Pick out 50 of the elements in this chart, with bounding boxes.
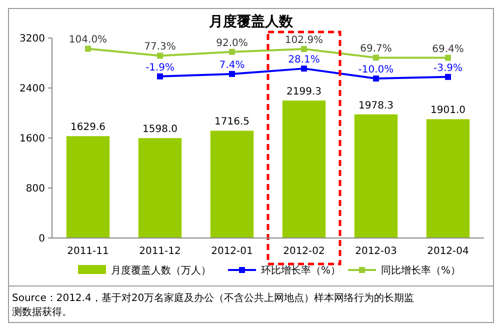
y-tick-label: 3200 — [20, 34, 45, 44]
data-label: 7.4% — [219, 60, 245, 71]
data-label: 77.3% — [144, 42, 176, 53]
point — [373, 76, 379, 82]
point — [229, 70, 235, 77]
bar — [426, 119, 470, 238]
point — [445, 74, 451, 80]
data-label: 1598.0 — [142, 124, 178, 136]
x-tick-label: 2012-01 — [211, 246, 253, 257]
legend-label: 月度覆盖人数（万人） — [111, 264, 211, 276]
data-label: 28.1% — [288, 54, 320, 66]
data-label: 1629.6 — [70, 122, 106, 134]
data-label: -1.9% — [145, 62, 175, 74]
point — [373, 54, 379, 61]
x-tick-label: 2012-03 — [355, 246, 397, 257]
point — [229, 48, 235, 55]
bar — [210, 130, 254, 238]
bar — [354, 114, 398, 238]
bar — [138, 138, 182, 238]
point — [157, 73, 163, 80]
x-tick-label: 2011-11 — [67, 246, 109, 257]
data-label: -3.9% — [433, 62, 463, 74]
point — [301, 46, 307, 52]
y-tick-label: 0 — [38, 234, 45, 244]
legend-label: 环比增长率（%） — [261, 264, 341, 276]
x-tick-label: 2012-02 — [283, 246, 325, 257]
bar — [282, 100, 326, 238]
legend-label: 同比增长率（%） — [381, 264, 461, 276]
data-label: 1716.5 — [214, 116, 250, 128]
data-label: 69.4% — [432, 44, 464, 55]
y-tick-label: 2400 — [20, 84, 45, 94]
data-label: 1978.3 — [358, 100, 394, 112]
source-note: Source：2012.4，基于对20万名家庭及办公（不含公共上网地点）样本网络行为的长期监测数据获得。 — [12, 292, 414, 318]
y-tick-label: 800 — [26, 184, 45, 194]
x-tick-label: 2011-12 — [139, 246, 181, 257]
data-label: 102.9% — [284, 35, 324, 46]
data-label: 2199.3 — [286, 86, 322, 98]
chart-title: 月度覆盖人数 — [208, 13, 294, 30]
x-tick-label: 2012-04 — [427, 246, 469, 257]
data-label: 92.0% — [216, 38, 248, 49]
data-label: 1901.0 — [430, 105, 466, 116]
y-tick-label: 1600 — [20, 134, 45, 144]
data-label: 104.0% — [68, 34, 108, 46]
point — [157, 52, 163, 59]
point — [301, 66, 307, 72]
data-label: -10.0% — [358, 64, 394, 76]
point — [445, 54, 451, 61]
bar — [66, 136, 110, 238]
data-label: 69.7% — [360, 44, 392, 55]
point — [85, 46, 91, 52]
